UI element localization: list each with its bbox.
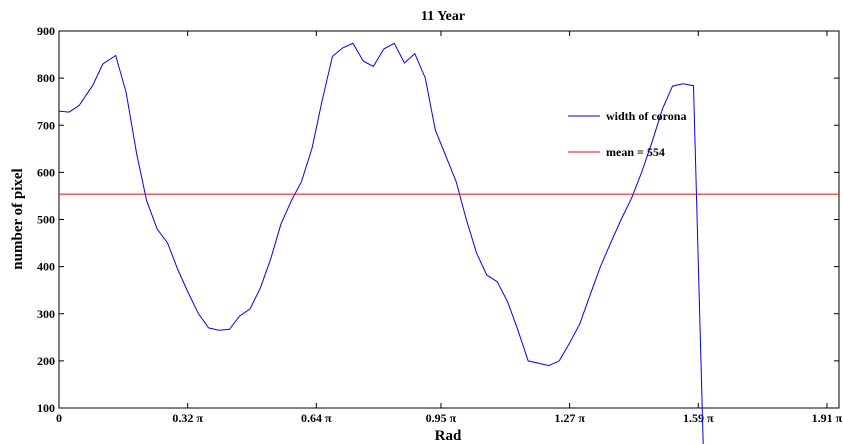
series-line-width-of-corona — [58, 42, 704, 444]
x-axis-label: Rad — [435, 428, 462, 444]
y-tick-label: 500 — [37, 213, 55, 227]
x-tick-label: 0 — [56, 411, 62, 425]
x-tick-label: 0.32 π — [172, 411, 203, 425]
y-tick-label: 700 — [37, 118, 55, 132]
y-tick-label: 200 — [37, 354, 55, 368]
y-tick-label: 900 — [37, 24, 55, 38]
y-axis-label: number of pixel — [10, 168, 26, 269]
legend-label-mean: mean = 554 — [606, 145, 665, 159]
y-tick-label: 100 — [37, 401, 55, 415]
x-tick-label: 1.27 π — [554, 411, 585, 425]
y-axis: 100 200 300 400 500 600 700 800 900 — [37, 24, 839, 415]
plot-area-frame — [58, 30, 840, 409]
y-tick-label: 400 — [37, 260, 55, 274]
x-tick-label: 1.59 π — [683, 411, 714, 425]
y-tick-label: 300 — [37, 307, 55, 321]
x-tick-label: 0.64 π — [301, 411, 332, 425]
y-tick-label: 800 — [37, 71, 55, 85]
legend: width of corona mean = 554 — [568, 109, 686, 159]
chart-title: 11 Year — [421, 9, 465, 24]
x-tick-label: 1.91 π — [812, 411, 843, 425]
legend-label-width-of-corona: width of corona — [606, 109, 686, 123]
y-tick-label: 600 — [37, 165, 55, 179]
x-tick-label: 0.95 π — [426, 411, 457, 425]
series-layer — [58, 42, 839, 444]
x-axis: 0 0.32 π 0.64 π 0.95 π 1.27 π 1.59 π 1.91 π — [56, 31, 843, 425]
